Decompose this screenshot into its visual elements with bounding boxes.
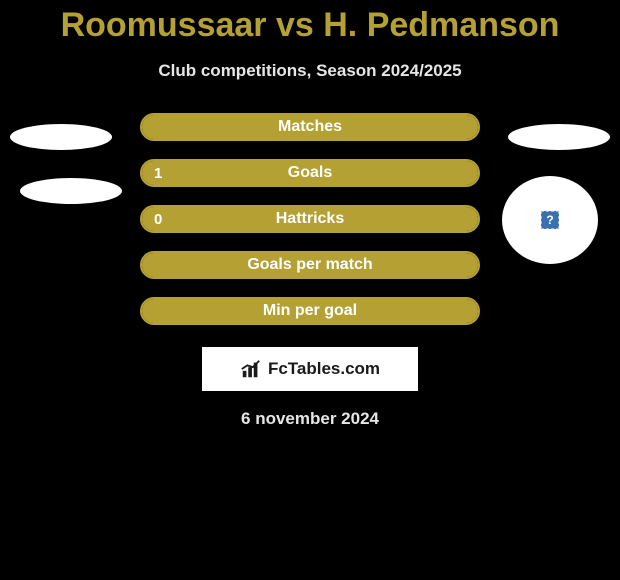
brand-text: FcTables.com	[268, 359, 380, 379]
bar-label: Goals per match	[142, 256, 478, 274]
left-oval-1	[10, 124, 112, 150]
right-oval-1	[508, 124, 610, 150]
question-icon: ?	[541, 211, 559, 229]
bar-label: Matches	[142, 118, 478, 136]
stat-bar-hattricks: 0 Hattricks	[140, 205, 480, 233]
chart-icon	[240, 358, 262, 380]
page-title: Roomussaar vs H. Pedmanson	[0, 0, 620, 45]
stat-bar-matches: Matches	[140, 113, 480, 141]
stat-bar-gpm: Goals per match	[140, 251, 480, 279]
stat-bar-mpg: Min per goal	[140, 297, 480, 325]
bar-label: Min per goal	[142, 302, 478, 320]
left-oval-2	[20, 178, 122, 204]
subtitle: Club competitions, Season 2024/2025	[0, 61, 620, 81]
bar-label: Hattricks	[142, 210, 478, 228]
date-text: 6 november 2024	[0, 409, 620, 429]
brand-box: FcTables.com	[202, 347, 418, 391]
bar-label: Goals	[142, 164, 478, 182]
right-circle: ?	[502, 176, 598, 264]
stat-bar-goals: 1 Goals	[140, 159, 480, 187]
